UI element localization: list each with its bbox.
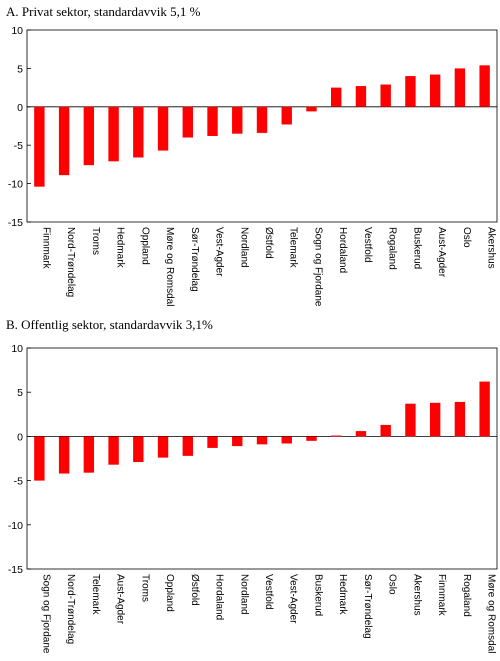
chart-a-category-label: Buskerud [411,227,422,269]
chart-a-category-label: Østfold [263,227,274,259]
chart-b-category-label: Hedmark [337,574,348,616]
chart-a-ytick-label: -10 [8,179,23,191]
chart-b-bar [83,436,95,473]
chart-b-bar [281,436,292,444]
chart-b-ytick-label: 0 [17,431,23,443]
chart-a-category-label: Akershus [486,227,497,269]
chart-a-category-label: Sør-Trøndelag [189,227,200,292]
chart-a-category-label: Hedmark [115,227,126,269]
chart-b-category-label: Finnmark [436,574,447,617]
chart-b-bar [479,381,490,437]
chart-b-bar [405,403,416,437]
chart-b-category-label: Troms [139,574,150,602]
chart-b-bar [182,436,193,456]
chart-a-bar [108,106,119,162]
chart-b-bar [454,401,466,437]
chart-b-category-label: Møre og Romsdal [486,574,497,653]
chart-b-bar [207,436,218,448]
chart-b-category-label: Oslo [387,574,398,595]
chart-b-category-label: Akershus [411,574,422,616]
chart-a-bar [207,106,218,136]
chart-a-bar [380,84,391,107]
chart-b-bar [157,436,169,458]
chart-a-bar [182,106,193,138]
chart-a-bar [232,106,243,134]
chart-a-bar [281,106,292,125]
chart-a-category-label: Telemark [288,227,299,269]
chart-b-category-label: Vestfold [263,574,274,610]
chart-b-bar [232,436,243,447]
chart-a-category-label: Nordland [238,227,249,268]
chart-b-ytick-label: 5 [17,387,23,399]
chart-a-bar [256,106,268,133]
chart-a-ytick-label: 5 [17,63,23,75]
chart-b-bar [331,435,342,437]
chart-b-ytick-label: -10 [8,520,23,532]
chart-b-category-label: Østfold [189,574,200,606]
chart-b-title: B. Offentlig sektor, standardavvik 3,1% [6,317,213,332]
chart-b-category-label: Nord-Trøndelag [65,574,76,644]
chart-a-ytick-label: 0 [17,102,23,114]
chart-b-category-label: Hordaland [214,574,225,620]
chart-a-plot-frame [26,29,498,223]
chart-b-bar [256,436,268,445]
chart-a-category-label: Vest-Agder [214,227,225,277]
chart-a-bar [133,106,144,158]
chart-b-category-label: Aust-Agder [115,574,126,625]
chart-a-category-label: Nord-Trøndelag [65,227,76,297]
chart-b-category-label: Rogaland [461,574,472,617]
chart-a-bar [34,106,45,187]
chart-b-bar [58,436,70,474]
chart-a-ytick-label: -5 [14,140,23,152]
chart-b-bar [355,431,367,437]
chart-a-category-label: Hordaland [337,227,348,273]
chart-b-category-label: Buskerud [312,574,323,616]
chart-b-plot-frame [26,347,498,570]
chart-a-bar [454,68,466,107]
chart-a-category-label: Troms [90,227,101,255]
chart-b-category-label: Vest-Agder [288,574,299,624]
chart-b-category-label: Sogn og Fjordane [40,574,51,654]
chart-b-ytick-label: -5 [14,476,23,488]
chart-a-category-label: Sogn og Fjordane [312,227,323,307]
chart-b-ytick-label: 10 [11,343,23,355]
chart-a-bar [405,76,416,107]
chart-a-category-label: Aust-Agder [436,227,447,278]
chart-a-category-label: Vestfold [362,227,373,263]
chart-a-title: A. Privat sektor, standardavvik 5,1 % [6,4,201,19]
chart-b-bar [306,436,317,441]
chart-b-category-label: Sør-Trøndelag [362,574,373,639]
chart-a-category-label: Finnmark [40,227,51,270]
chart-a-ytick-label: 10 [11,25,23,37]
chart-b-category-label: Nordland [238,574,249,615]
chart-a-bar [355,86,367,107]
chart-b-category-label: Telemark [90,574,101,616]
chart-b-category-label: Oppland [164,574,175,612]
chart-a-category-label: Møre og Romsdal [164,227,175,306]
chart-b-ytick-label: -15 [8,564,23,576]
chart-b-bar [380,424,391,437]
chart-a-category-label: Oslo [461,227,472,248]
chart-a-bar [157,106,169,151]
chart-b-bar [133,436,144,463]
chart-a-bar [306,106,317,112]
chart-b-bar [429,402,441,437]
chart-b-bar [108,436,119,465]
chart-a-bar [331,87,342,107]
chart-a-bar [429,74,441,107]
chart-a-bar [58,106,70,176]
chart-a-bar [479,65,490,107]
chart-a-bar [83,106,95,166]
chart-b-bar [34,436,45,481]
chart-a-category-label: Rogaland [387,227,398,270]
chart-a-ytick-label: -15 [8,217,23,229]
chart-a-category-label: Oppland [139,227,150,265]
